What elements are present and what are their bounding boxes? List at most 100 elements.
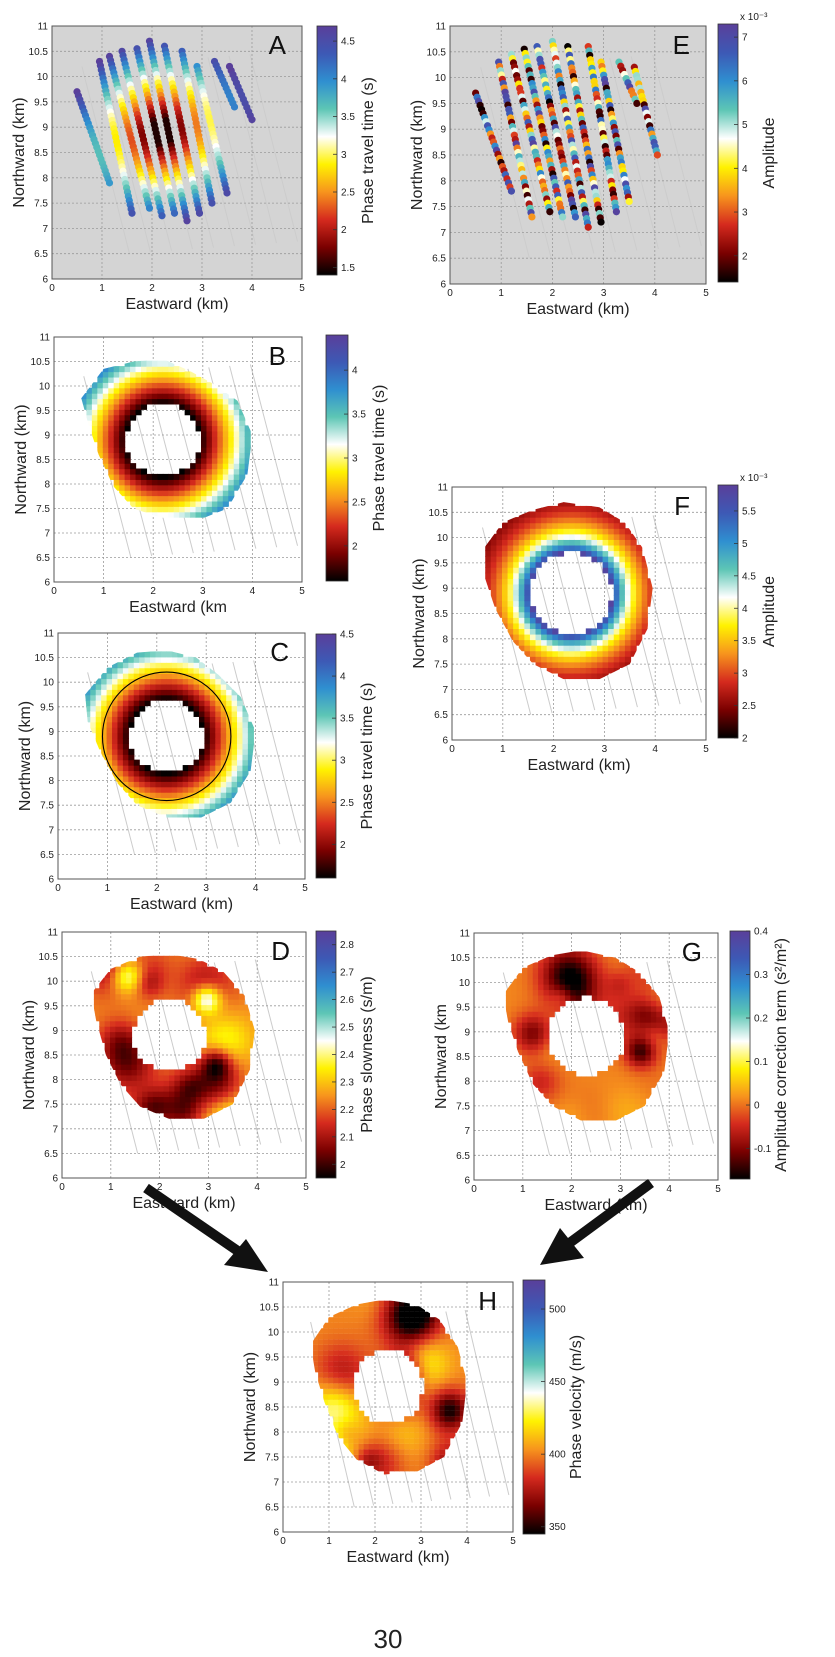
heatmap-cell <box>429 1361 436 1367</box>
heatmap-cell <box>328 1388 334 1395</box>
heatmap-cell <box>182 775 189 782</box>
heatmap-cell <box>348 1322 355 1329</box>
heatmap-cell <box>513 639 520 646</box>
heatmap-cell <box>618 1076 625 1083</box>
heatmap-cell <box>535 511 542 518</box>
heatmap-cell <box>630 606 637 613</box>
heatmap-cell <box>419 1394 425 1400</box>
heatmap-cell <box>444 1372 451 1378</box>
heatmap-cell <box>581 1081 588 1088</box>
heatmap-cell <box>201 420 208 427</box>
heatmap-cell <box>162 473 169 480</box>
heatmap-cell <box>158 1091 165 1098</box>
heatmap-cell <box>602 567 609 574</box>
y-tick-label: 9.5 <box>432 99 446 110</box>
heatmap-cell <box>108 468 115 475</box>
heatmap-cell <box>574 533 581 540</box>
heatmap-cell <box>591 544 598 552</box>
heatmap-cell <box>185 1096 192 1103</box>
heatmap-cell <box>634 1032 641 1039</box>
heatmap-cell <box>147 961 154 968</box>
heatmap-cell <box>630 594 637 602</box>
heatmap-cell <box>228 468 235 475</box>
heatmap-cell <box>318 1372 324 1378</box>
heatmap-cell <box>434 1449 441 1455</box>
colorbar-tick-label: 3 <box>341 150 347 161</box>
heatmap-cell <box>424 1460 431 1466</box>
heatmap-cell <box>338 1372 345 1378</box>
heatmap-cell <box>624 544 632 552</box>
y-tick-label: 10 <box>435 73 447 84</box>
heatmap-cell <box>538 1038 545 1045</box>
heatmap-cell <box>318 1355 324 1362</box>
heatmap-cell <box>108 457 115 464</box>
heatmap-cell <box>217 1058 224 1065</box>
heatmap-cell <box>529 539 537 546</box>
heatmap-cell <box>122 765 129 772</box>
heatmap-cell <box>133 651 140 658</box>
heatmap-cell <box>112 705 119 712</box>
heatmap-cell <box>209 797 216 804</box>
heatmap-cell <box>569 650 576 657</box>
heatmap-cell <box>112 673 119 680</box>
heatmap-cell <box>110 1026 116 1033</box>
heatmap-cell <box>97 376 104 383</box>
heatmap-cell <box>434 1361 441 1367</box>
heatmap-cell <box>182 656 189 663</box>
heatmap-cell <box>179 382 186 389</box>
heatmap-cell <box>656 1032 663 1039</box>
heatmap-cell <box>228 1047 235 1054</box>
heatmap-cell <box>527 1011 534 1018</box>
heatmap-cell <box>182 770 189 777</box>
heatmap-cell <box>596 672 604 680</box>
heatmap-cell <box>378 1438 385 1444</box>
heatmap-cell <box>434 1438 441 1444</box>
heatmap-cell <box>507 539 514 546</box>
heatmap-cell <box>378 1300 385 1307</box>
heatmap-cell <box>439 1333 446 1340</box>
heatmap-cell <box>378 1344 385 1351</box>
heatmap-cell <box>602 989 609 996</box>
heatmap-cell <box>580 667 587 674</box>
colorbar-tick-label: 3 <box>742 669 748 680</box>
heatmap-cell <box>501 583 509 591</box>
heatmap-cell <box>591 639 598 646</box>
heatmap-cell <box>217 506 224 513</box>
heatmap-cell <box>619 528 626 535</box>
y-tick-label: 9 <box>42 123 48 134</box>
heatmap-cell <box>206 446 213 454</box>
heatmap-cell <box>343 1361 350 1367</box>
heatmap-cell <box>151 371 158 378</box>
heatmap-cell <box>95 721 102 728</box>
heatmap-cell <box>580 650 587 657</box>
y-tick-label: 6 <box>42 275 48 286</box>
heatmap-cell <box>231 781 238 788</box>
heatmap-cell <box>624 962 630 969</box>
heatmap-cell <box>596 517 604 524</box>
heatmap-cell <box>613 517 620 524</box>
heatmap-cell <box>613 956 620 963</box>
heatmap-cell <box>239 430 246 437</box>
heatmap-cell <box>144 792 151 799</box>
x-tick-label: 4 <box>249 283 255 294</box>
heatmap-cell <box>188 781 195 788</box>
heatmap-cell <box>409 1333 415 1340</box>
heatmap-cell <box>348 1328 355 1334</box>
heatmap-cell <box>247 727 254 734</box>
heatmap-cell <box>535 550 542 557</box>
heatmap-cell <box>538 1049 545 1056</box>
heatmap-cell <box>110 982 116 989</box>
y-tick-label: 8.5 <box>34 148 48 159</box>
heatmap-cell <box>130 382 137 389</box>
heatmap-cell <box>126 1042 133 1049</box>
heatmap-cell <box>619 611 626 618</box>
heatmap-cell <box>117 673 124 680</box>
heatmap-cell <box>206 1091 213 1098</box>
colorbar-tick-label: 7 <box>742 33 748 44</box>
heatmap-cell <box>634 1011 641 1018</box>
heatmap-cell <box>490 578 498 585</box>
heatmap-cell <box>619 550 626 557</box>
heatmap-cell <box>624 617 632 624</box>
heatmap-cell <box>231 716 238 723</box>
heatmap-cell <box>373 1344 380 1351</box>
